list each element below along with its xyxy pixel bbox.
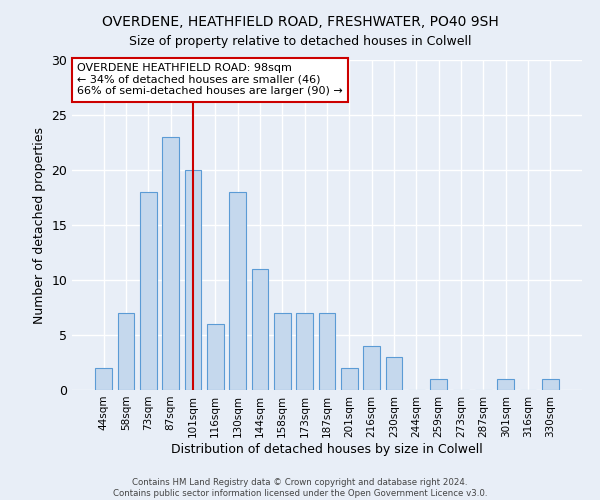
Text: OVERDENE HEATHFIELD ROAD: 98sqm
← 34% of detached houses are smaller (46)
66% of: OVERDENE HEATHFIELD ROAD: 98sqm ← 34% of… bbox=[77, 64, 343, 96]
Bar bbox=[542, 379, 559, 390]
Bar bbox=[319, 313, 335, 390]
Text: Size of property relative to detached houses in Colwell: Size of property relative to detached ho… bbox=[129, 35, 471, 48]
Bar bbox=[251, 269, 268, 390]
Bar bbox=[497, 379, 514, 390]
Bar bbox=[341, 368, 358, 390]
Text: OVERDENE, HEATHFIELD ROAD, FRESHWATER, PO40 9SH: OVERDENE, HEATHFIELD ROAD, FRESHWATER, P… bbox=[101, 15, 499, 29]
Bar bbox=[162, 137, 179, 390]
Bar bbox=[386, 357, 403, 390]
Bar bbox=[118, 313, 134, 390]
X-axis label: Distribution of detached houses by size in Colwell: Distribution of detached houses by size … bbox=[171, 442, 483, 456]
Bar bbox=[274, 313, 290, 390]
Bar bbox=[296, 313, 313, 390]
Bar bbox=[185, 170, 202, 390]
Bar bbox=[430, 379, 447, 390]
Bar bbox=[207, 324, 224, 390]
Bar bbox=[95, 368, 112, 390]
Y-axis label: Number of detached properties: Number of detached properties bbox=[33, 126, 46, 324]
Bar bbox=[229, 192, 246, 390]
Text: Contains HM Land Registry data © Crown copyright and database right 2024.
Contai: Contains HM Land Registry data © Crown c… bbox=[113, 478, 487, 498]
Bar bbox=[364, 346, 380, 390]
Bar bbox=[140, 192, 157, 390]
